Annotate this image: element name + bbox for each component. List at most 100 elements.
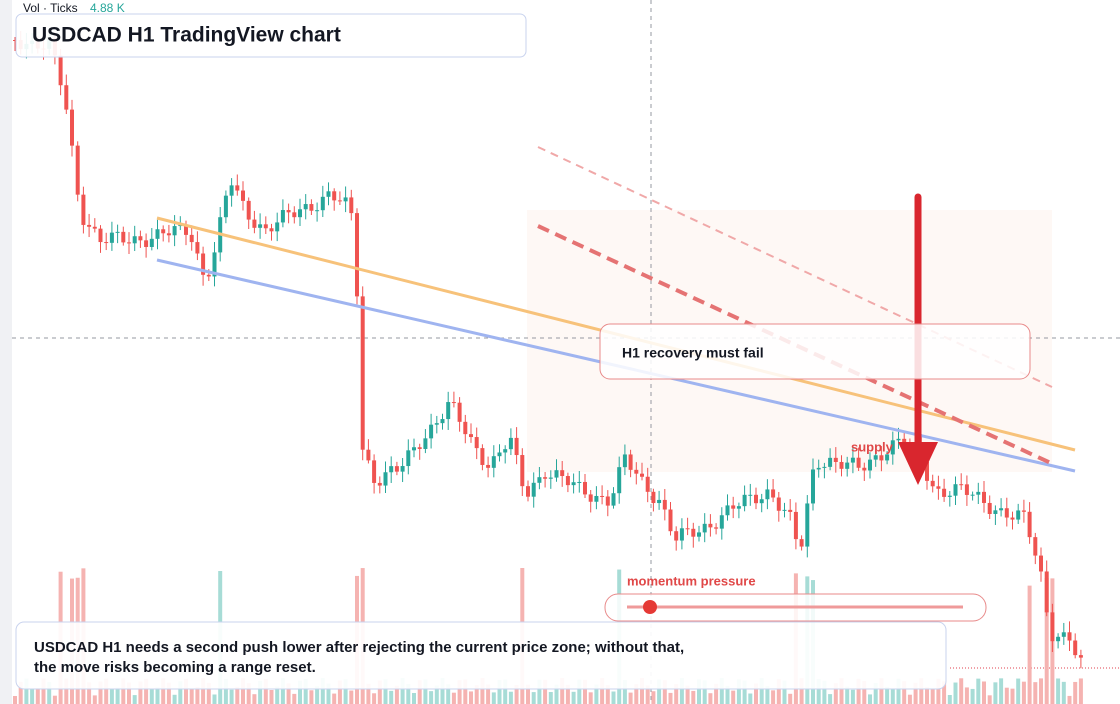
- candle-body: [486, 464, 491, 468]
- volume-bar: [497, 679, 502, 704]
- candle-body: [776, 497, 781, 511]
- candle-body: [275, 222, 280, 232]
- volume-bar: [269, 689, 274, 704]
- candle-body: [172, 226, 177, 236]
- candle-body: [879, 455, 884, 461]
- volume-bar: [87, 682, 92, 704]
- candle-body: [166, 233, 171, 236]
- volume-bar: [845, 686, 850, 704]
- candle-body: [451, 402, 456, 404]
- volume-bar: [372, 693, 377, 704]
- volume-bar: [258, 680, 263, 704]
- volume-bar: [138, 681, 143, 704]
- candle-body: [87, 224, 92, 227]
- candle-body: [845, 462, 850, 469]
- candle-body: [679, 528, 684, 541]
- candle-body: [1061, 632, 1066, 637]
- left-edge: [0, 0, 12, 704]
- candle-body: [816, 467, 821, 470]
- candle-body: [868, 459, 872, 471]
- candle-body: [201, 253, 206, 275]
- volume-bar: [645, 685, 650, 704]
- candle-body: [856, 457, 861, 468]
- candle-body: [144, 240, 149, 247]
- volume-bar: [668, 692, 673, 704]
- volume-bar: [1016, 678, 1021, 704]
- candle-body: [748, 494, 753, 496]
- candle-body: [822, 466, 827, 468]
- candle-body: [480, 448, 485, 465]
- candle-body: [1067, 632, 1072, 641]
- candle-body: [303, 204, 308, 210]
- candle-body: [651, 491, 656, 504]
- volume-bar: [206, 682, 211, 704]
- candle-body: [691, 528, 696, 537]
- volume-bar: [799, 678, 804, 704]
- volume-bar: [229, 689, 234, 704]
- volume-bar: [719, 678, 724, 704]
- volume-bar: [913, 682, 918, 704]
- volume-bar: [30, 688, 35, 704]
- volume-bar: [640, 678, 644, 704]
- candle-body: [127, 242, 131, 244]
- volume-bar: [429, 691, 434, 704]
- volume-bar: [189, 689, 194, 704]
- volume-bar: [714, 683, 719, 704]
- volume-bar: [320, 678, 325, 704]
- volume-value: 4.88 K: [90, 1, 125, 15]
- volume-bar: [862, 680, 867, 704]
- volume-bar: [412, 692, 416, 704]
- candle-body: [491, 456, 496, 468]
- candle-body: [719, 515, 724, 529]
- volume-bar: [13, 696, 17, 704]
- volume-bar: [332, 693, 337, 704]
- candle-body: [628, 454, 633, 470]
- volume-bar: [839, 678, 844, 704]
- candle-body: [839, 461, 844, 469]
- candle-body: [161, 229, 166, 234]
- candle-body: [634, 469, 639, 474]
- candle-body: [434, 423, 439, 425]
- volume-bar: [223, 678, 228, 704]
- caption-line: USDCAD H1 needs a second push lower afte…: [34, 639, 684, 656]
- volume-bar: [503, 679, 508, 704]
- candle-body: [98, 228, 103, 243]
- volume-bar: [155, 687, 160, 704]
- volume-bar: [212, 694, 217, 704]
- volume-bar: [571, 691, 576, 704]
- volume-bar: [1021, 681, 1026, 704]
- candle-body: [286, 210, 291, 213]
- candle-body: [446, 402, 451, 420]
- candle-body: [571, 482, 576, 486]
- candle-body: [873, 455, 878, 460]
- volume-bar: [765, 686, 770, 704]
- candle-body: [189, 234, 194, 243]
- volume-label: Vol · Ticks: [23, 1, 78, 15]
- volume-bar: [896, 678, 901, 704]
- candle-body: [223, 195, 228, 218]
- volume-bar: [1004, 687, 1009, 704]
- candle-body: [241, 190, 245, 201]
- volume-bar: [548, 692, 553, 704]
- volume-bar: [98, 681, 103, 704]
- candle-body: [514, 437, 519, 456]
- volume-bar: [776, 679, 781, 704]
- candle-body: [605, 496, 610, 506]
- recovery-box: [599, 323, 1031, 380]
- candle-body: [600, 495, 605, 497]
- volume-bar: [879, 678, 884, 704]
- volume-bar: [959, 678, 964, 704]
- volume-bar: [731, 690, 736, 704]
- volume-bar: [127, 682, 131, 704]
- candle-body: [366, 449, 371, 461]
- candle-body: [1021, 510, 1026, 512]
- volume-bar: [309, 690, 314, 704]
- candle-body: [149, 238, 154, 247]
- candle-body: [252, 219, 257, 228]
- candle-body: [1004, 508, 1009, 518]
- candle-body: [799, 539, 804, 547]
- volume-bar: [161, 678, 166, 704]
- volume-bar: [343, 679, 348, 704]
- candle-body: [896, 438, 901, 441]
- candle-body: [548, 477, 553, 479]
